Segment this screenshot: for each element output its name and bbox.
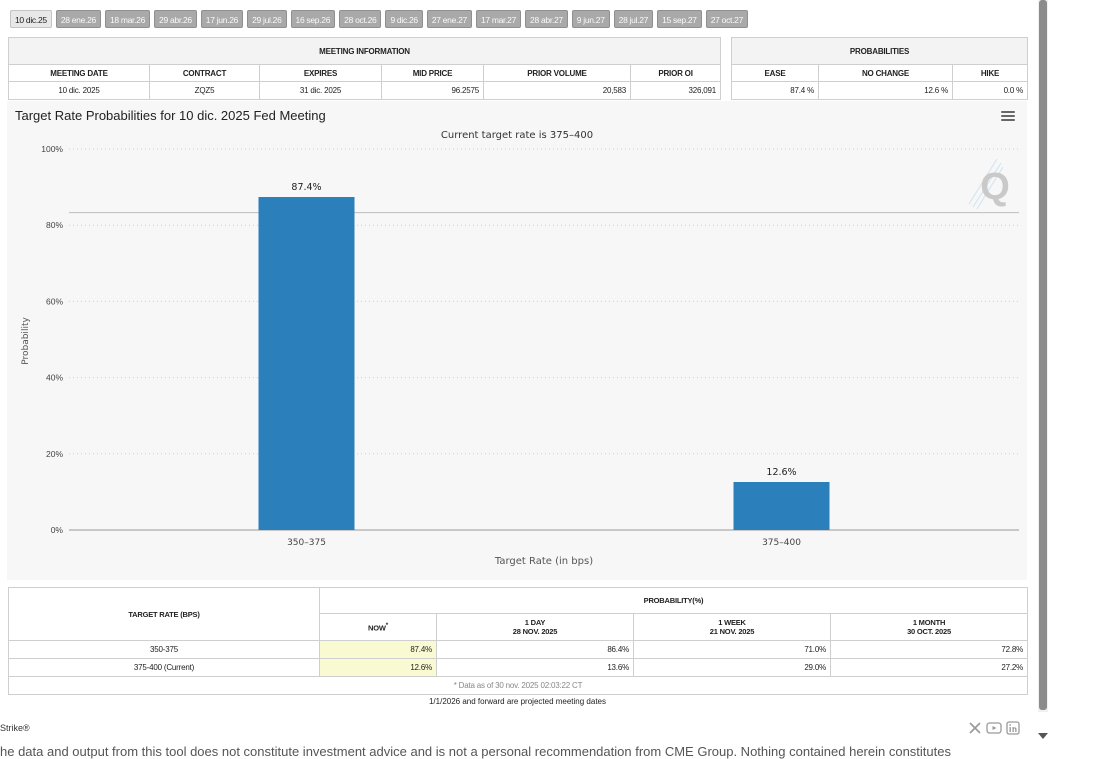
bar[interactable] (258, 197, 355, 531)
disclaimer-text: he data and output from this tool does n… (0, 744, 951, 759)
meeting-tab[interactable]: 9 jun.27 (571, 10, 610, 28)
meeting-information-table: MEETING INFORMATION MEETING DATE CONTRAC… (7, 37, 722, 100)
meeting-date-value: 10 dic. 2025 (8, 81, 150, 100)
y-tick-label: 0% (51, 525, 64, 535)
probability-chart: 0% 20% 40% 60% 80% 100% Q 87.4% 12.6% 350–375 3… (21, 130, 1019, 567)
target-rate-cell: 375-400 (Current) (8, 658, 320, 677)
meeting-tab[interactable]: 28 jul.27 (613, 10, 654, 28)
meeting-tab[interactable]: 16 sep.26 (290, 10, 336, 28)
expires-header: EXPIRES (259, 64, 382, 82)
prior-oi-value: 326,091 (629, 81, 722, 100)
one-month-cell: 72.8% (829, 640, 1029, 659)
chart-panel: 0% 20% 40% 60% 80% 100% Q 87.4% 12.6% 350–375 3… (7, 101, 1027, 580)
target-rate-cell: 350-375 (8, 640, 320, 659)
one-day-header: 1 DAY 28 NOV. 2025 (436, 613, 634, 641)
one-month-header: 1 MONTH 30 OCT. 2025 (829, 613, 1029, 641)
no-change-header: NO CHANGE (818, 64, 953, 82)
meeting-tab[interactable]: 17 jun.26 (200, 10, 244, 28)
prior-volume-value: 20,583 (483, 81, 631, 100)
ease-value: 87.4 % (731, 81, 819, 100)
contract-value: ZQZ5 (149, 81, 260, 100)
meeting-tab[interactable]: 27 oct.27 (705, 10, 749, 28)
meeting-tab[interactable]: 10 dic.25 (10, 10, 52, 28)
one-day-cell: 13.6% (436, 658, 634, 677)
svg-text:Q: Q (980, 166, 1010, 208)
y-axis-title: Probability (21, 317, 31, 365)
chart-title: Target Rate Probabilities for 10 dic. 20… (15, 108, 326, 123)
mid-price-value: 96.2575 (381, 81, 484, 100)
social-links (968, 721, 1020, 735)
table-row: 350-375 87.4% 86.4% 71.0% 72.8% (8, 640, 1029, 659)
chart-subtitle: Current target rate is 375–400 (441, 130, 593, 141)
target-rate-header: TARGET RATE (BPS) (8, 587, 320, 641)
brand-label: Strike® (0, 723, 30, 733)
now-header: NOW* (319, 613, 437, 641)
hike-value: 0.0 % (951, 81, 1029, 100)
linkedin-icon[interactable] (1006, 721, 1020, 735)
now-cell: 87.4% (319, 640, 437, 659)
x-tick-label: 375–400 (762, 538, 801, 548)
meeting-tab[interactable]: 28 abr.27 (525, 10, 568, 28)
meeting-date-tabs: 10 dic.25 28 ene.26 18 mar.26 29 abr.26 17 j… (10, 10, 749, 28)
now-cell: 12.6% (319, 658, 437, 677)
meeting-tab[interactable]: 29 abr.26 (154, 10, 197, 28)
one-week-header: 1 WEEK 21 NOV. 2025 (633, 613, 831, 641)
watermark-logo: Q (968, 158, 1010, 210)
y-tick-label: 40% (46, 373, 63, 383)
scrollbar-thumb[interactable] (1039, 0, 1047, 710)
meeting-tab[interactable]: 29 jul.26 (247, 10, 287, 28)
meeting-tab[interactable]: 9 dic.26 (385, 10, 423, 28)
hamburger-menu-icon[interactable] (1001, 111, 1015, 123)
one-month-cell: 27.2% (829, 658, 1029, 677)
bar-data-label: 12.6% (766, 467, 796, 478)
hike-header: HIKE (951, 64, 1029, 82)
bar[interactable] (733, 481, 830, 530)
meeting-tab[interactable]: 27 ene.27 (426, 10, 472, 28)
table-row: 375-400 (Current) 12.6% 13.6% 29.0% 27.2… (8, 658, 1029, 677)
x-tick-label: 350–375 (287, 538, 326, 548)
meeting-date-header: MEETING DATE (8, 64, 150, 82)
prior-oi-header: PRIOR OI (629, 64, 722, 82)
projected-dates-note: 1/1/2026 and forward are projected meeti… (428, 697, 606, 706)
one-week-cell: 71.0% (633, 640, 831, 659)
mid-price-header: MID PRICE (381, 64, 484, 82)
ease-header: EASE (731, 64, 819, 82)
meeting-tab[interactable]: 28 ene.26 (55, 10, 101, 28)
contract-header: CONTRACT (149, 64, 260, 82)
meeting-tab[interactable]: 18 mar.26 (104, 10, 151, 28)
x-icon[interactable] (968, 721, 982, 735)
data-timestamp-note: * Data as of 30 nov. 2025 02:03:22 CT (7, 676, 1029, 695)
probabilities-title: PROBABILITIES (730, 37, 1029, 65)
meeting-tab[interactable]: 15 sep.27 (657, 10, 702, 28)
prior-volume-header: PRIOR VOLUME (483, 64, 631, 82)
youtube-icon[interactable] (986, 721, 1002, 735)
probabilities-table: PROBABILITIES EASE NO CHANGE HIKE 87.4 %… (730, 37, 1029, 100)
probability-history-table: TARGET RATE (BPS) PROBABILITY(%) NOW* 1 … (7, 587, 1029, 695)
chevron-down-icon[interactable] (1037, 727, 1049, 745)
y-tick-label: 80% (46, 220, 63, 230)
x-axis-title: Target Rate (in bps) (494, 556, 593, 567)
one-week-cell: 29.0% (633, 658, 831, 677)
probability-group-header: PROBABILITY(%) (318, 587, 1029, 614)
bar-data-label: 87.4% (291, 182, 321, 193)
meeting-tab[interactable]: 28 oct.26 (339, 10, 382, 28)
meeting-information-title: MEETING INFORMATION (7, 37, 722, 65)
expires-value: 31 dic. 2025 (259, 81, 382, 100)
meeting-tab[interactable]: 17 mar.27 (475, 10, 522, 28)
no-change-value: 12.6 % (818, 81, 953, 100)
y-tick-label: 100% (41, 144, 63, 154)
one-day-cell: 86.4% (436, 640, 634, 659)
y-tick-label: 20% (46, 449, 63, 459)
y-tick-label: 60% (46, 296, 63, 306)
